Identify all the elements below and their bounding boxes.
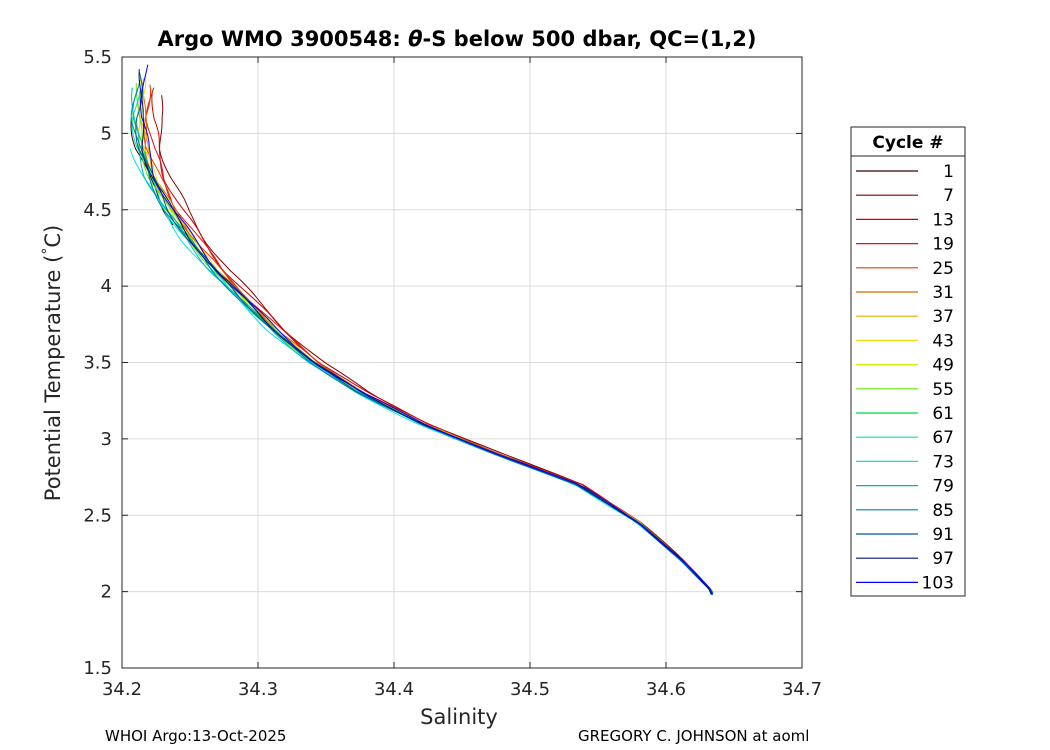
x-tick-label: 34.2 bbox=[102, 679, 142, 700]
series-line-cycle-19 bbox=[145, 87, 711, 589]
y-tick-label: 4.5 bbox=[83, 200, 112, 221]
legend-label-61: 61 bbox=[932, 404, 954, 424]
legend-label-25: 25 bbox=[932, 259, 954, 279]
y-axis-label: Potential Temperature (°C) bbox=[40, 225, 65, 501]
x-tick-label: 34.5 bbox=[510, 679, 550, 700]
legend-items: 1 7 13 19 25 31 37 43 49 55 61 67 73 79 85 91 97 103 bbox=[856, 162, 954, 593]
legend: Cycle # 1 7 13 19 25 31 37 43 49 55 61 67 73 79 85 91 97… bbox=[850, 126, 966, 597]
y-tick-label: 2.5 bbox=[83, 505, 112, 526]
legend-label-91: 91 bbox=[932, 525, 954, 545]
y-tick-label: 5.5 bbox=[83, 47, 112, 68]
x-tick-label: 34.6 bbox=[646, 679, 686, 700]
legend-label-1: 1 bbox=[943, 162, 954, 182]
y-tick-label: 4 bbox=[101, 276, 112, 297]
footer-left: WHOI Argo:13-Oct-2025 bbox=[105, 727, 286, 745]
legend-label-67: 67 bbox=[932, 428, 954, 448]
x-axis-label: Salinity bbox=[420, 705, 498, 729]
x-tick-label: 34.7 bbox=[782, 679, 822, 700]
series-lines bbox=[129, 64, 714, 595]
legend-label-73: 73 bbox=[932, 452, 954, 472]
legend-label-103: 103 bbox=[922, 573, 954, 593]
legend-box bbox=[850, 126, 966, 597]
legend-title: Cycle # bbox=[872, 133, 943, 153]
chart-title: Argo WMO 3900548: θ-S below 500 dbar, QC… bbox=[157, 27, 756, 51]
legend-label-13: 13 bbox=[932, 210, 954, 230]
axis-ticks: 34.2 34.3 34.4 34.5 34.6 34.7 1.5 2 2.5 3 3.5 4 4.5 5… bbox=[83, 47, 822, 700]
legend-label-79: 79 bbox=[932, 477, 954, 497]
y-tick-label: 3 bbox=[101, 429, 112, 450]
legend-label-7: 7 bbox=[943, 186, 954, 206]
legend-label-37: 37 bbox=[932, 307, 954, 327]
y-tick-label: 5 bbox=[101, 123, 112, 144]
legend-label-19: 19 bbox=[932, 235, 954, 255]
footer-right: GREGORY C. JOHNSON at aoml bbox=[578, 727, 809, 745]
legend-label-43: 43 bbox=[932, 331, 954, 351]
legend-label-85: 85 bbox=[932, 501, 954, 521]
series-line-cycle-97 bbox=[138, 69, 712, 595]
x-tick-label: 34.3 bbox=[238, 679, 278, 700]
y-tick-label: 3.5 bbox=[83, 353, 112, 374]
y-tick-label: 2 bbox=[101, 582, 112, 603]
legend-label-49: 49 bbox=[932, 356, 954, 376]
legend-label-97: 97 bbox=[932, 549, 954, 569]
series-line-cycle-103 bbox=[139, 64, 714, 595]
legend-label-55: 55 bbox=[932, 380, 954, 400]
y-tick-label: 1.5 bbox=[83, 658, 112, 679]
x-tick-label: 34.4 bbox=[374, 679, 414, 700]
legend-label-31: 31 bbox=[932, 283, 954, 303]
